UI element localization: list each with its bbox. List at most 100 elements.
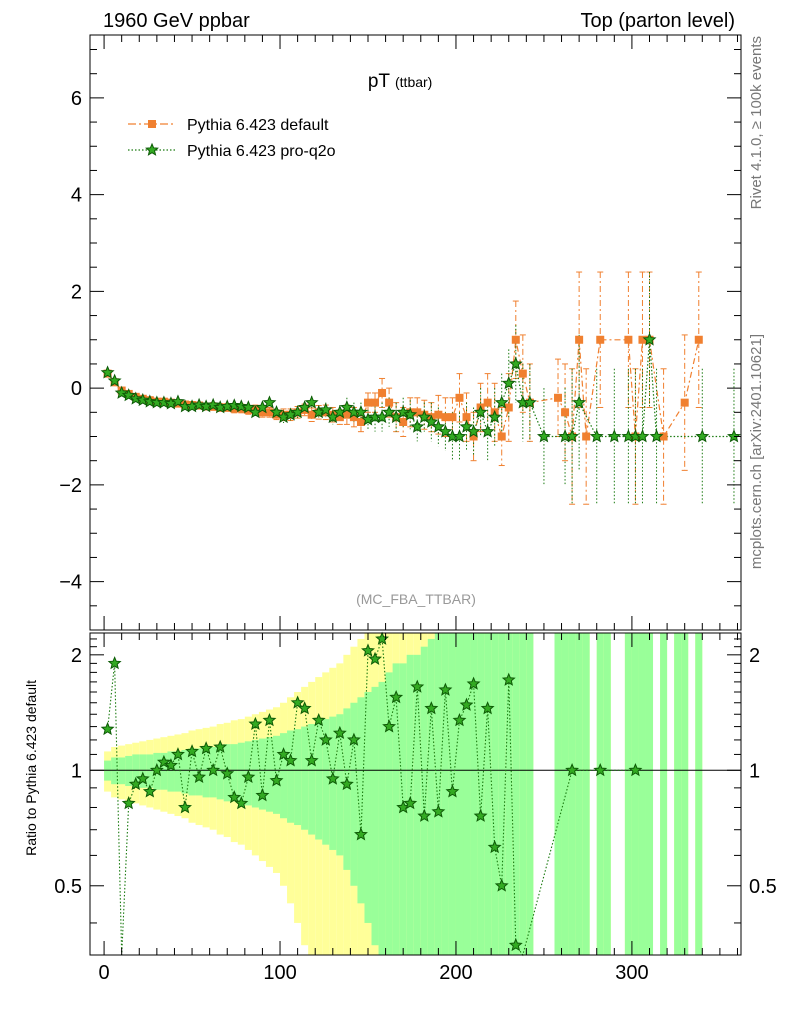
default-marker (462, 413, 471, 422)
default-marker (694, 335, 703, 344)
pro-q2o-marker (262, 395, 277, 409)
ratio-band-green (308, 724, 316, 835)
ratio-band-green (470, 633, 478, 955)
ratio-marker (283, 753, 298, 767)
default-marker (371, 398, 380, 407)
ratio-xtick-label: 100 (263, 962, 296, 984)
default-marker (307, 410, 316, 419)
pro-q2o-marker (438, 424, 453, 438)
ratio-band-green (294, 729, 302, 826)
ratio-marker (431, 804, 446, 818)
pro-q2o-marker (431, 419, 446, 433)
main-plot-frame (89, 34, 742, 631)
ratio-band-green (357, 697, 365, 904)
ratio-marker (438, 682, 453, 696)
ratio-marker (149, 762, 164, 777)
default-marker (511, 335, 520, 344)
ratio-marker (100, 721, 115, 736)
ratio-xtick-label: 300 (615, 962, 648, 984)
ratio-marker (593, 762, 608, 777)
default-marker (575, 335, 584, 344)
ratio-marker (192, 769, 207, 784)
ratio-band-green (519, 633, 527, 955)
pro-q2o-marker (234, 399, 249, 413)
ratio-marker (354, 827, 368, 841)
default-marker (638, 335, 647, 344)
main-ytick-label: 4 (71, 185, 82, 207)
ratio-marker (241, 769, 256, 784)
ratio-band-green (378, 681, 386, 955)
ratio-ylabel: Ratio to Pythia 6.423 default (23, 680, 39, 856)
ratio-band-green (505, 633, 513, 955)
ratio-marker (487, 839, 502, 854)
pro-q2o-marker (403, 407, 418, 421)
ratio-ytick-label-right: 1 (749, 760, 760, 782)
ratio-band-green (132, 754, 140, 788)
pro-q2o-marker (649, 429, 664, 443)
ratio-marker (473, 808, 488, 822)
legend-marker-pro-q2o (145, 142, 159, 156)
ratio-ytick-label: 2 (71, 645, 82, 667)
main-plot-title-sub: (ttbar) (395, 74, 432, 90)
ratio-band-green (463, 633, 471, 955)
header-left-title: 1960 GeV ppbar (103, 10, 250, 32)
pro-q2o-marker (269, 405, 284, 419)
rivet-label: Rivet 4.1.0, ≥ 100k events (748, 36, 765, 209)
header-right-title: Top (parton level) (580, 10, 735, 32)
ratio-marker (234, 796, 249, 810)
default-marker (624, 335, 633, 344)
pro-q2o-marker (318, 402, 333, 416)
ratio-marker (445, 784, 460, 798)
ratio-marker (213, 739, 228, 753)
default-marker (582, 432, 591, 441)
ratio-marker (276, 747, 291, 761)
ratio-plot-ticks: 0.5 0.5 1 1 2 2 0 100 200 300 (54, 633, 777, 984)
ratio-band-green (181, 749, 189, 794)
ratio-marker (248, 716, 263, 730)
ratio-band-green (287, 730, 295, 823)
pro-q2o-marker (452, 429, 467, 443)
default-marker (448, 413, 457, 422)
pro-q2o-marker (142, 394, 157, 408)
legend-label-pro-q2o: Pythia 6.423 pro-q2o (187, 143, 336, 160)
pro-q2o-marker (135, 392, 150, 407)
ratio-marker (424, 701, 439, 715)
ratio-band-green (160, 752, 168, 790)
ratio-ytick-label-right: 0.5 (749, 876, 777, 898)
ratio-band-green (258, 738, 266, 810)
legend-label-default: Pythia 6.423 default (187, 117, 329, 134)
ratio-marker (382, 719, 397, 733)
ratio-band-green (603, 633, 611, 955)
ratio-band-green (146, 754, 154, 788)
ratio-marker (185, 744, 199, 758)
ratio-band-green (695, 633, 703, 955)
ratio-marker (480, 701, 495, 715)
pro-q2o-marker (480, 424, 495, 438)
ratio-marker (368, 651, 382, 665)
pro-q2o-marker (466, 424, 481, 438)
ratio-band-green (420, 646, 428, 955)
ratio-marker (508, 937, 523, 952)
ratio-marker (107, 656, 122, 670)
ratio-band-green (329, 716, 337, 850)
pro-q2o-marker (572, 395, 587, 409)
ratio-marker (220, 766, 235, 780)
pro-q2o-marker (508, 356, 523, 370)
ratio-band-green (561, 633, 569, 955)
main-ytick-label: −4 (59, 572, 82, 594)
legend-marker-default (148, 120, 156, 128)
ratio-marker (262, 713, 277, 727)
ratio-band-green (441, 633, 449, 955)
ratio-band-green (624, 633, 632, 955)
mcplots-label: mcplots.cern.ch [arXiv:2401.10621] (748, 334, 765, 569)
default-marker (258, 408, 267, 417)
default-marker (399, 417, 408, 426)
ratio-band-green (575, 633, 583, 955)
default-marker (363, 398, 372, 407)
pro-q2o-marker (727, 429, 741, 443)
ratio-marker (332, 725, 347, 740)
ratio-band-green (491, 633, 499, 955)
default-marker (265, 408, 274, 417)
ratio-marker (494, 878, 509, 892)
legend: Pythia 6.423 default Pythia 6.423 pro-q2… (128, 117, 336, 160)
